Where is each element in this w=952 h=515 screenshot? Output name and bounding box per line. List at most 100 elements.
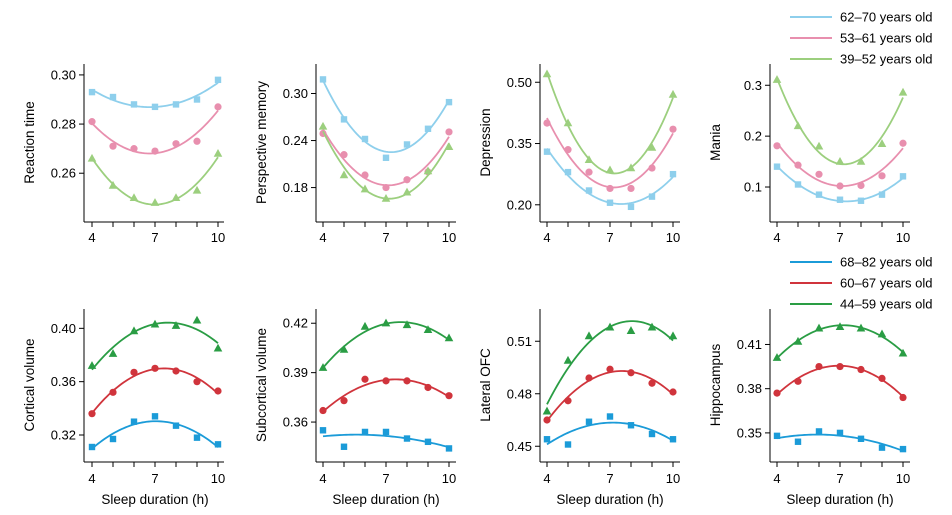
square-point — [836, 196, 844, 203]
series-2 — [772, 75, 908, 166]
series-1 — [543, 117, 677, 193]
square-point — [899, 173, 907, 180]
square-point — [815, 191, 823, 198]
x-tick-label: 10 — [666, 230, 680, 245]
square-point — [564, 441, 572, 448]
y-tick-label: 0.18 — [283, 180, 308, 195]
x-tick-label: 10 — [211, 471, 225, 486]
triangle-point — [542, 69, 552, 78]
triangle-point — [584, 331, 594, 340]
series-2 — [542, 320, 678, 415]
x-tick-label: 10 — [896, 471, 910, 486]
y-tick-label: 0.20 — [507, 197, 532, 212]
y-axis-label: Cortical volume — [22, 338, 37, 431]
fit-curve — [546, 117, 674, 189]
triangle-point — [381, 318, 391, 327]
square-point — [857, 197, 865, 204]
panel-0: 0.30 0.28 0.26 4 7 10 Reaction time — [22, 64, 225, 245]
circle-point — [214, 103, 222, 111]
square-point — [403, 435, 411, 442]
circle-point — [773, 389, 781, 397]
square-point — [606, 199, 614, 206]
circle-point — [794, 377, 802, 385]
circle-point — [361, 375, 369, 383]
circle-point — [172, 367, 180, 375]
x-axis-label: Sleep duration (h) — [332, 492, 439, 507]
circle-point — [836, 362, 844, 371]
y-tick-label: 0.2 — [744, 129, 762, 144]
x-tick-label: 10 — [442, 471, 456, 486]
circle-point — [130, 145, 138, 153]
square-point — [773, 163, 781, 170]
x-tick-label: 7 — [606, 230, 613, 245]
circle-point — [878, 374, 886, 382]
circle-point — [214, 387, 222, 395]
series-0 — [88, 413, 222, 451]
fit-curve — [91, 420, 219, 450]
y-tick-label: 0.42 — [283, 316, 308, 331]
x-tick-label: 7 — [382, 471, 389, 486]
square-point — [319, 427, 327, 434]
circle-point — [151, 364, 159, 372]
legend-label: 60–67 years old — [840, 276, 933, 291]
triangle-point — [213, 148, 223, 157]
x-tick-label: 10 — [666, 471, 680, 486]
triangle-point — [605, 165, 615, 174]
series-2 — [772, 322, 908, 361]
square-point — [648, 430, 656, 438]
x-tick-label: 7 — [836, 230, 843, 245]
circle-point — [445, 392, 453, 400]
y-tick-label: 0.1 — [744, 180, 762, 195]
triangle-point — [772, 353, 782, 361]
triangle-point — [339, 170, 349, 179]
series-0 — [543, 147, 677, 211]
square-point — [627, 203, 635, 211]
triangle-point — [584, 155, 594, 164]
triangle-point — [87, 153, 97, 162]
triangle-point — [402, 320, 412, 329]
circle-point — [382, 183, 390, 192]
square-point — [585, 187, 593, 194]
square-point — [109, 435, 117, 443]
y-tick-label: 0.3 — [744, 78, 762, 93]
circle-point — [773, 142, 781, 150]
circle-point — [193, 378, 201, 386]
legend-top: 62–70 years old 53–61 years old 39–52 year… — [790, 10, 933, 67]
square-point — [109, 93, 117, 101]
circle-point — [815, 170, 823, 178]
triangle-point — [626, 163, 636, 172]
triangle-point — [360, 321, 370, 330]
series-1 — [773, 139, 907, 190]
y-tick-label: 0.41 — [737, 337, 762, 352]
triangle-point — [87, 361, 97, 369]
y-tick-label: 0.35 — [737, 425, 762, 440]
square-point — [361, 135, 369, 143]
series-2 — [87, 315, 223, 371]
triangle-point — [668, 89, 678, 98]
legend-label: 39–52 years old — [840, 52, 933, 67]
series-0 — [319, 427, 453, 452]
square-point — [794, 181, 802, 188]
triangle-point — [668, 331, 678, 340]
triangle-point — [402, 187, 412, 196]
x-tick-label: 7 — [382, 230, 389, 245]
y-tick-label: 0.28 — [51, 117, 76, 132]
x-tick-label: 4 — [543, 230, 550, 245]
x-axis-label: Sleep duration (h) — [556, 492, 663, 507]
triangle-point — [626, 326, 636, 334]
square-point — [445, 98, 453, 106]
x-tick-label: 10 — [896, 230, 910, 245]
triangle-point — [647, 143, 657, 151]
triangle-point — [563, 118, 573, 127]
square-point — [151, 103, 159, 111]
square-point — [773, 432, 781, 440]
circle-point — [130, 368, 138, 376]
circle-point — [836, 182, 844, 190]
circle-point — [627, 369, 635, 377]
y-tick-label: 0.35 — [507, 136, 532, 151]
triangle-point — [108, 180, 118, 189]
y-axis-label: Subcortical volume — [254, 328, 269, 442]
series-0 — [543, 413, 677, 448]
circle-point — [669, 388, 677, 396]
